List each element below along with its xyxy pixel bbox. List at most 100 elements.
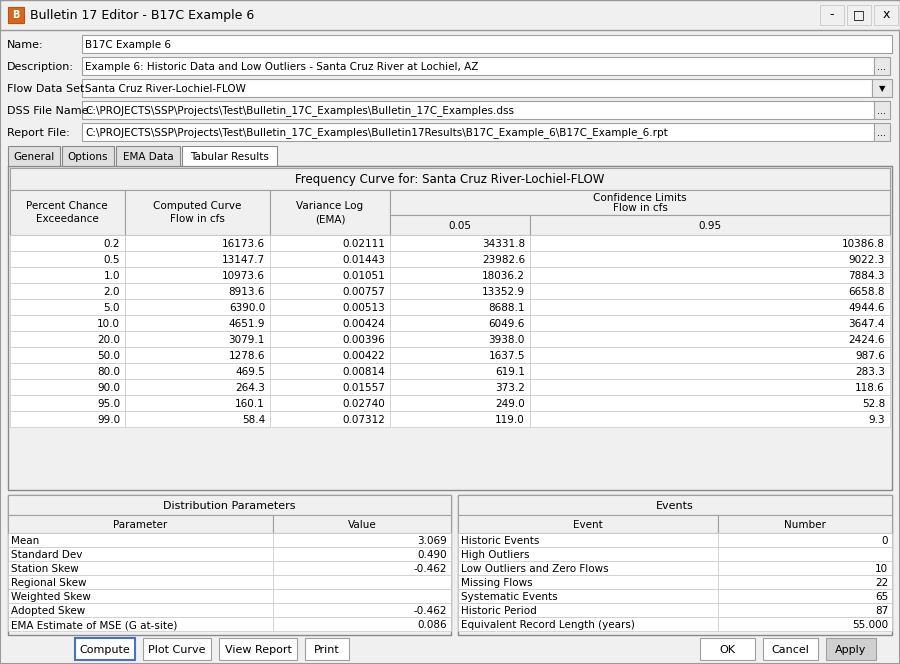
Bar (10, 168, 890, 190)
Bar (530, 215, 890, 235)
Text: 8688.1: 8688.1 (489, 303, 525, 313)
Text: Bulletin 17 Editor - B17C Example 6: Bulletin 17 Editor - B17C Example 6 (30, 9, 254, 21)
Bar (125, 299, 270, 315)
Text: 80.0: 80.0 (97, 367, 120, 377)
Bar (390, 267, 530, 283)
Bar (718, 533, 892, 547)
Text: 65: 65 (875, 592, 888, 602)
Bar (530, 347, 890, 363)
Text: Flow in cfs: Flow in cfs (169, 214, 224, 224)
Bar (125, 251, 270, 267)
Bar (10, 331, 125, 347)
Bar (273, 561, 451, 575)
Bar (390, 379, 530, 395)
Bar (8, 515, 273, 533)
Text: C:\PROJECTS\SSP\Projects\Test\Bulletin_17C_Examples\Bulletin17Results\B17C_Examp: C:\PROJECTS\SSP\Projects\Test\Bulletin_1… (85, 127, 668, 139)
Bar (10, 299, 125, 315)
Bar (8, 533, 273, 547)
Bar (8, 146, 60, 166)
Text: Number: Number (784, 520, 826, 530)
Text: ...: ... (878, 128, 886, 138)
Text: Cancel: Cancel (771, 645, 809, 655)
Text: 2.0: 2.0 (104, 287, 120, 297)
Text: 18036.2: 18036.2 (482, 271, 525, 281)
Bar (10, 315, 125, 331)
Text: 7884.3: 7884.3 (849, 271, 885, 281)
Text: 3647.4: 3647.4 (849, 319, 885, 329)
Bar (10, 235, 125, 251)
Text: Event: Event (573, 520, 603, 530)
Bar (458, 495, 892, 515)
Bar (273, 603, 451, 617)
Bar (270, 315, 390, 331)
Text: 0.2: 0.2 (104, 239, 120, 249)
Bar (270, 283, 390, 299)
Text: EMA Estimate of MSE (G at-site): EMA Estimate of MSE (G at-site) (11, 620, 177, 630)
Text: 23982.6: 23982.6 (482, 255, 525, 265)
Bar (8, 617, 273, 631)
Text: 1637.5: 1637.5 (489, 351, 525, 361)
Text: (EMA): (EMA) (315, 214, 346, 224)
Text: 118.6: 118.6 (855, 383, 885, 393)
Text: Historic Events: Historic Events (461, 536, 539, 546)
Text: EMA Data: EMA Data (122, 152, 174, 162)
Text: 4651.9: 4651.9 (229, 319, 265, 329)
Bar (458, 533, 718, 547)
Bar (530, 315, 890, 331)
Text: 13352.9: 13352.9 (482, 287, 525, 297)
Bar (125, 347, 270, 363)
Text: 87: 87 (875, 606, 888, 616)
Text: Variance Log: Variance Log (296, 201, 364, 211)
Bar (219, 638, 297, 660)
Text: High Outliers: High Outliers (461, 550, 529, 560)
Bar (125, 283, 270, 299)
Bar (458, 617, 718, 631)
Bar (270, 190, 390, 235)
Text: 160.1: 160.1 (235, 399, 265, 409)
Text: 6390.0: 6390.0 (229, 303, 265, 313)
Text: 58.4: 58.4 (242, 415, 265, 425)
Bar (718, 603, 892, 617)
Text: General: General (14, 152, 55, 162)
Text: 0.01443: 0.01443 (342, 255, 385, 265)
Bar (8, 575, 273, 589)
Bar (10, 190, 125, 235)
Text: 20.0: 20.0 (97, 335, 120, 345)
Bar (700, 638, 755, 660)
Text: Low Outliers and Zero Flows: Low Outliers and Zero Flows (461, 564, 608, 574)
Text: 3079.1: 3079.1 (229, 335, 265, 345)
Text: Plot Curve: Plot Curve (148, 645, 206, 655)
Bar (530, 267, 890, 283)
Bar (874, 101, 890, 119)
Text: 0: 0 (881, 536, 888, 546)
Text: Systematic Events: Systematic Events (461, 592, 558, 602)
Text: 0.5: 0.5 (104, 255, 120, 265)
Bar (390, 215, 530, 235)
Text: Flow Data Set:: Flow Data Set: (7, 84, 88, 94)
Bar (82, 57, 874, 75)
Text: 34331.8: 34331.8 (482, 239, 525, 249)
Text: 6658.8: 6658.8 (849, 287, 885, 297)
Text: Standard Dev: Standard Dev (11, 550, 83, 560)
Text: 283.3: 283.3 (855, 367, 885, 377)
Text: Santa Cruz River-Lochiel-FLOW: Santa Cruz River-Lochiel-FLOW (85, 84, 246, 94)
Text: Apply: Apply (835, 645, 867, 655)
Bar (273, 589, 451, 603)
Bar (820, 5, 844, 25)
Text: Events: Events (656, 501, 694, 511)
Text: 10: 10 (875, 564, 888, 574)
Bar (10, 411, 125, 427)
Bar (125, 315, 270, 331)
Bar (718, 561, 892, 575)
Bar (826, 638, 876, 660)
Text: 95.0: 95.0 (97, 399, 120, 409)
Bar (273, 547, 451, 561)
Text: 50.0: 50.0 (97, 351, 120, 361)
Bar (390, 395, 530, 411)
Bar (10, 379, 125, 395)
Bar (530, 235, 890, 251)
Bar (718, 617, 892, 631)
Text: B17C Example 6: B17C Example 6 (85, 40, 171, 50)
Bar (143, 638, 211, 660)
Text: ...: ... (878, 106, 886, 116)
